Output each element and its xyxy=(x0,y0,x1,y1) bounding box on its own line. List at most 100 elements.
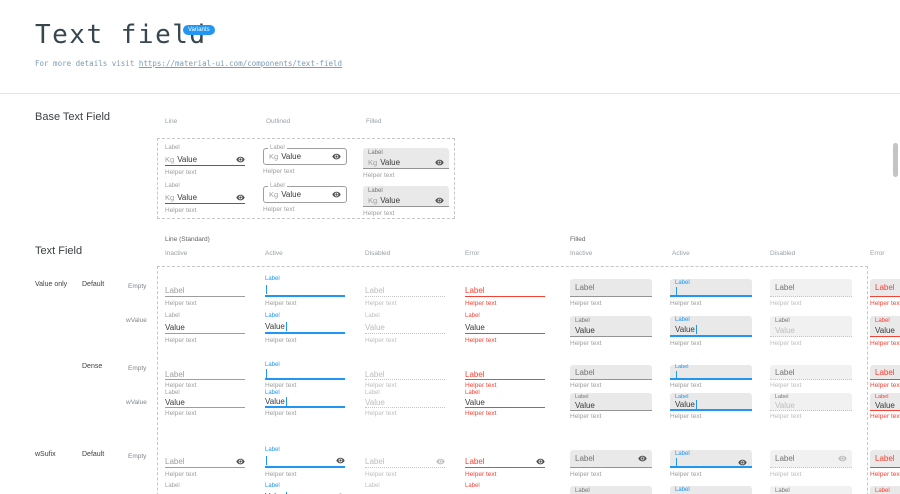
text-field-line-active[interactable]: Label Value Helper text xyxy=(265,312,345,344)
text-field-input[interactable] xyxy=(675,286,747,296)
text-field-line-error[interactable]: Label Helper text xyxy=(465,275,545,307)
text-field-input[interactable]: Kg Value xyxy=(368,157,444,168)
text-field-filled-inactive[interactable]: Label Helper text xyxy=(570,275,652,307)
text-field-input[interactable]: Value xyxy=(165,397,245,408)
text-field-input[interactable] xyxy=(265,369,345,380)
text-field-line-active[interactable]: Label Helper text xyxy=(265,362,345,389)
text-field-filled-disabled[interactable]: Label Helper text xyxy=(770,275,852,307)
text-field-filled-active[interactable]: Label Value Helper text xyxy=(670,482,752,494)
text-field-input[interactable]: Label xyxy=(165,284,245,297)
visibility-icon[interactable] xyxy=(638,454,647,463)
text-field-base-line-inactive[interactable]: Label Kg Value Helper text xyxy=(165,182,245,214)
text-field-outlined-inactive[interactable]: Label Kg Value Helper text xyxy=(263,144,347,175)
visibility-icon[interactable] xyxy=(435,158,444,167)
text-field-filled-disabled[interactable]: Label Value Helper text xyxy=(770,390,852,420)
text-field-input[interactable]: Value xyxy=(575,401,647,410)
text-field-line-error[interactable]: Label Value Helper text xyxy=(465,390,545,417)
visibility-icon[interactable] xyxy=(336,456,345,465)
text-field-input[interactable]: Kg Value xyxy=(269,150,341,163)
text-field-filled-inactive[interactable]: Label Kg Value Helper text xyxy=(363,182,449,217)
text-field-line-disabled[interactable]: Label Value Helper text xyxy=(365,482,445,494)
text-field-filled-active[interactable]: Label Helper text xyxy=(670,446,752,478)
text-field-line-disabled[interactable]: Label Value Helper text xyxy=(365,390,445,417)
text-field-line-inactive[interactable]: Label Helper text xyxy=(165,275,245,307)
visibility-icon[interactable] xyxy=(838,454,847,463)
text-field-outlined-inactive[interactable]: Label Kg Value Helper text xyxy=(263,182,347,213)
text-field-input[interactable]: Value xyxy=(365,491,445,494)
text-field-input[interactable]: Value xyxy=(365,321,445,334)
text-field-filled-active[interactable]: Label Helper text xyxy=(670,275,752,307)
text-field-input[interactable]: Value xyxy=(165,491,245,494)
text-field-filled-inactive[interactable]: Label Helper text xyxy=(570,362,652,389)
text-field-filled-active[interactable]: Label Value Helper text xyxy=(670,390,752,420)
visibility-icon[interactable] xyxy=(435,196,444,205)
text-field-input[interactable]: Value xyxy=(265,321,345,334)
text-field-input[interactable] xyxy=(675,457,747,467)
text-field-line-error[interactable]: Label Helper text xyxy=(465,446,545,478)
visibility-icon[interactable] xyxy=(236,155,245,164)
text-field-input[interactable]: Label xyxy=(465,455,545,468)
text-field-line-error[interactable]: Label Value Helper text xyxy=(465,482,545,494)
text-field-input[interactable]: Value xyxy=(775,401,847,410)
text-field-input[interactable]: Label xyxy=(775,454,847,464)
text-field-line-disabled[interactable]: Label Helper text xyxy=(365,446,445,478)
text-field-input[interactable]: Value xyxy=(465,397,545,408)
text-field-input[interactable]: Kg Value xyxy=(368,195,444,206)
text-field-input[interactable] xyxy=(265,284,345,297)
text-field-input[interactable]: Label xyxy=(775,368,847,377)
text-field-filled-disabled[interactable]: Label Helper text xyxy=(770,446,852,478)
text-field-filled-error[interactable]: Label Helper text xyxy=(870,446,900,478)
text-field-line-active[interactable]: Label Value Helper text xyxy=(265,482,345,494)
text-field-filled-error[interactable]: Label Value Helper text xyxy=(870,390,900,420)
text-field-base-line-inactive[interactable]: Label Kg Value Helper text xyxy=(165,144,245,176)
text-field-input[interactable]: Value xyxy=(165,321,245,334)
text-field-input[interactable]: Kg Value xyxy=(165,153,245,166)
visibility-icon[interactable] xyxy=(236,193,245,202)
text-field-input[interactable]: Kg Value xyxy=(165,191,245,204)
text-field-input[interactable]: Label xyxy=(575,368,647,377)
text-field-filled-disabled[interactable]: Label Helper text xyxy=(770,362,852,389)
text-field-input[interactable]: Value xyxy=(465,491,545,494)
visibility-icon[interactable] xyxy=(436,457,445,466)
text-field-filled-inactive[interactable]: Label Value Helper text xyxy=(570,312,652,347)
text-field-input[interactable]: Label xyxy=(775,283,847,293)
text-field-input[interactable]: Label xyxy=(165,455,245,468)
text-field-input[interactable]: Value xyxy=(675,400,747,409)
text-field-input[interactable]: Value xyxy=(675,324,747,335)
visibility-icon[interactable] xyxy=(738,458,747,467)
text-field-line-inactive[interactable]: Label Value Helper text xyxy=(165,390,245,417)
text-field-input[interactable]: Label xyxy=(465,369,545,380)
text-field-line-active[interactable]: Label Helper text xyxy=(265,446,345,478)
text-field-input[interactable]: Label xyxy=(365,284,445,297)
text-field-input[interactable]: Label xyxy=(365,369,445,380)
text-field-line-error[interactable]: Label Helper text xyxy=(465,362,545,389)
text-field-input[interactable]: Value xyxy=(465,321,545,334)
text-field-line-inactive[interactable]: Label Helper text xyxy=(165,362,245,389)
text-field-filled-disabled[interactable]: Label Value Helper text xyxy=(770,312,852,347)
text-field-line-active[interactable]: Label Value Helper text xyxy=(265,390,345,417)
text-field-filled-error[interactable]: Label Value Helper text xyxy=(870,312,900,347)
text-field-filled-inactive[interactable]: Label Kg Value Helper text xyxy=(363,144,449,179)
text-field-line-inactive[interactable]: Label Value Helper text xyxy=(165,312,245,344)
text-field-filled-inactive[interactable]: Label Helper text xyxy=(570,446,652,478)
visibility-icon[interactable] xyxy=(236,457,245,466)
text-field-input[interactable]: Label xyxy=(365,455,445,468)
text-field-input[interactable]: Kg Value xyxy=(269,188,341,201)
text-field-input[interactable] xyxy=(265,455,345,468)
text-field-line-disabled[interactable]: Label Helper text xyxy=(365,362,445,389)
text-field-filled-active[interactable]: Label Value Helper text xyxy=(670,312,752,347)
text-field-input[interactable]: Label xyxy=(465,284,545,297)
text-field-input[interactable]: Label xyxy=(575,283,647,293)
text-field-input[interactable]: Value xyxy=(875,325,900,336)
text-field-line-inactive[interactable]: Label Value Helper text xyxy=(165,482,245,494)
text-field-filled-inactive[interactable]: Label Value Helper text xyxy=(570,390,652,420)
text-field-filled-inactive[interactable]: Label Value Helper text xyxy=(570,482,652,494)
text-field-input[interactable]: Value xyxy=(365,397,445,408)
text-field-line-active[interactable]: Label Helper text xyxy=(265,275,345,307)
visibility-icon[interactable] xyxy=(536,457,545,466)
text-field-input[interactable]: Label xyxy=(875,368,900,377)
text-field-input[interactable]: Value xyxy=(875,401,900,410)
text-field-input[interactable]: Label xyxy=(575,454,647,464)
text-field-filled-error[interactable]: Label Helper text xyxy=(870,362,900,389)
visibility-icon[interactable] xyxy=(332,190,341,199)
